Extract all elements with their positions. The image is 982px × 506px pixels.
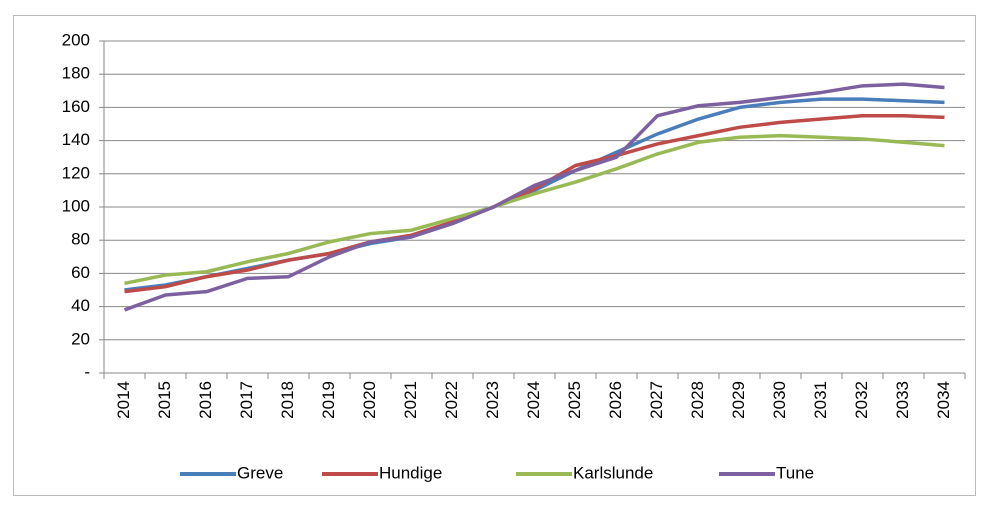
y-tick-label: 20: [71, 329, 90, 348]
legend-label: Tune: [776, 463, 814, 482]
x-tick-label: 2033: [893, 381, 912, 419]
y-tick-label: 180: [62, 64, 90, 83]
x-tick-label: 2025: [565, 381, 584, 419]
x-tick-label: 2027: [647, 381, 666, 419]
x-tick-label: 2015: [155, 381, 174, 419]
x-tick-label: 2026: [606, 381, 625, 419]
x-tick-label: 2029: [729, 381, 748, 419]
y-tick-label: 40: [71, 296, 90, 315]
x-tick-label: 2019: [319, 381, 338, 419]
x-tick-label: 2017: [237, 381, 256, 419]
y-tick-label: 80: [71, 230, 90, 249]
x-tick-label: 2018: [278, 381, 297, 419]
chart-frame: [13, 15, 976, 496]
x-tick-label: 2031: [811, 381, 830, 419]
x-tick-label: 2032: [852, 381, 871, 419]
y-tick-label: 120: [62, 163, 90, 182]
y-tick-label: 60: [71, 263, 90, 282]
x-tick-label: 2022: [442, 381, 461, 419]
legend-label: Karlslunde: [573, 463, 653, 482]
x-tick-label: 2024: [524, 381, 543, 419]
x-tick-label: 2014: [114, 381, 133, 419]
x-tick-label: 2030: [770, 381, 789, 419]
y-tick-label: 140: [62, 130, 90, 149]
x-tick-label: 2023: [483, 381, 502, 419]
series-line: [123, 82, 945, 312]
x-tick-label: 2016: [196, 381, 215, 419]
x-tick-label: 2020: [360, 381, 379, 419]
legend-label: Greve: [237, 463, 283, 482]
x-tick-label: 2028: [688, 381, 707, 419]
legend-label: Hundige: [379, 463, 442, 482]
y-tick-label: 100: [62, 196, 90, 215]
y-tick-label: -: [84, 362, 90, 381]
series-line: [124, 133, 945, 286]
y-tick-label: 160: [62, 97, 90, 116]
x-tick-label: 2021: [401, 381, 420, 419]
x-tick-label: 2034: [934, 381, 953, 419]
y-tick-label: 200: [62, 30, 90, 49]
series-line: [124, 113, 945, 294]
